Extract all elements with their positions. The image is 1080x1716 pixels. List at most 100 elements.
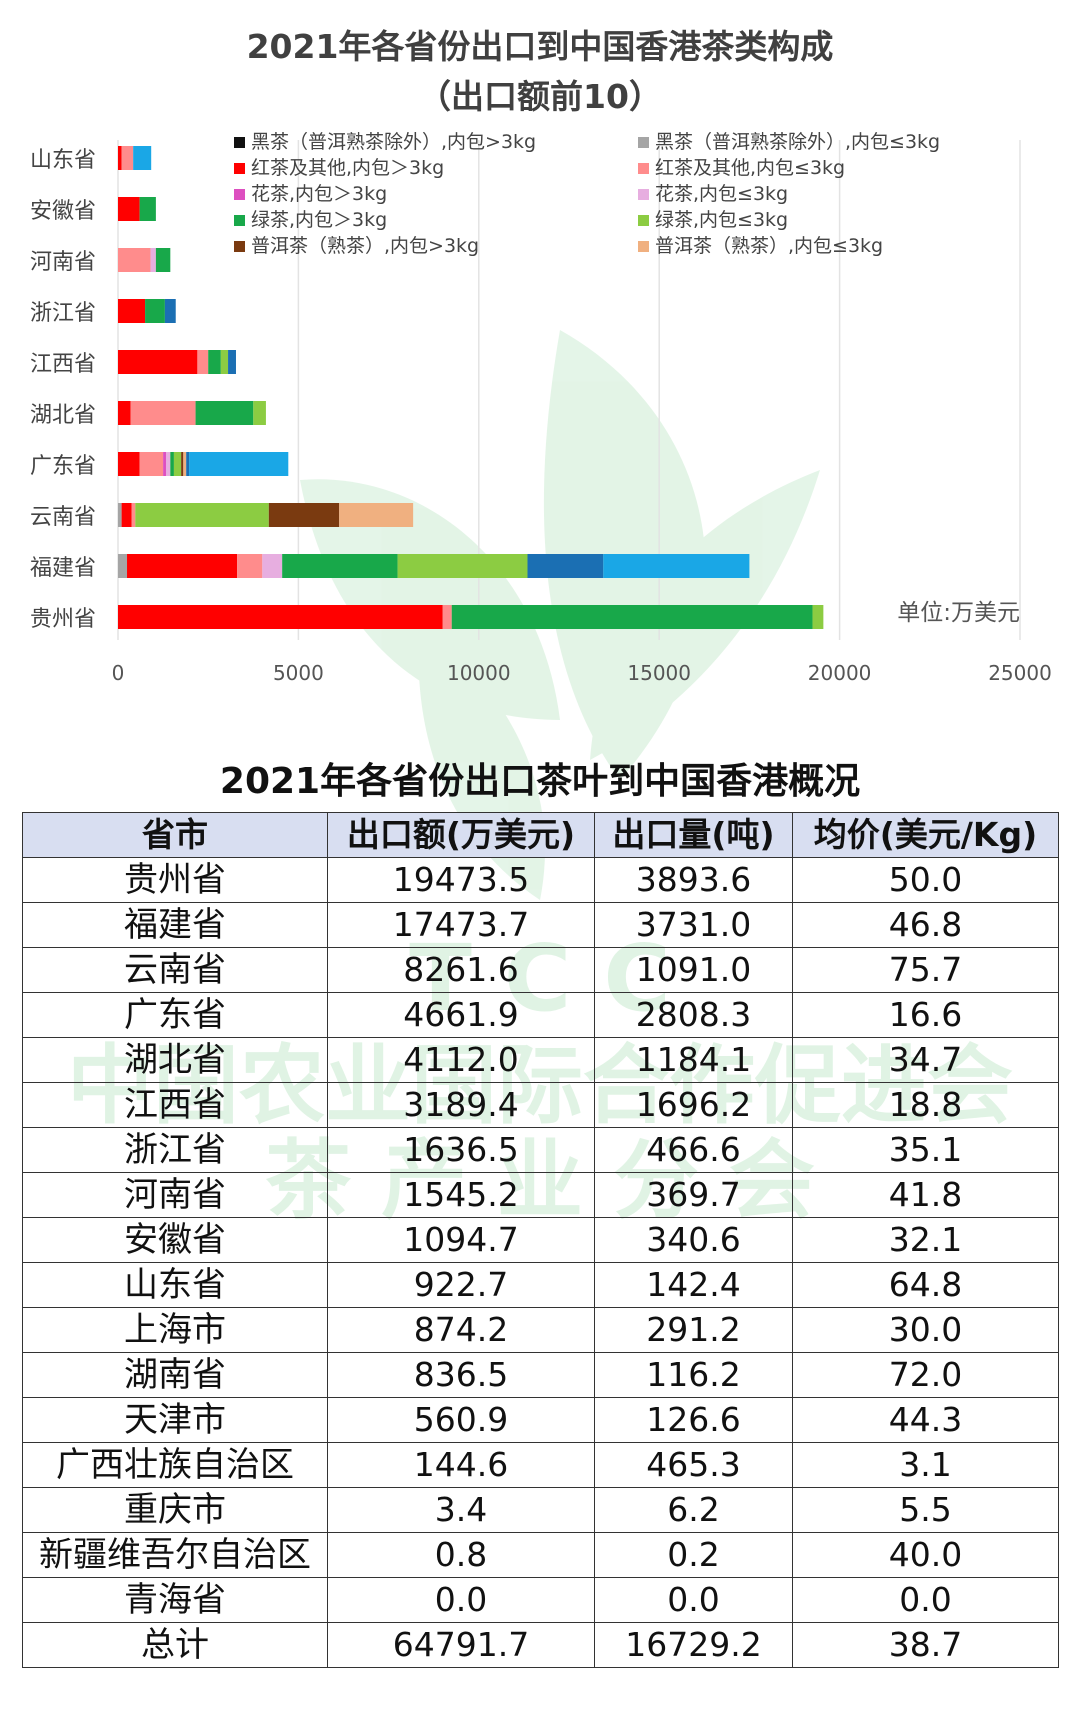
bar-segment xyxy=(195,401,254,425)
legend-label: 黑茶（普洱熟茶除外）,内包>3kg xyxy=(251,131,536,153)
bar-segment xyxy=(118,452,140,476)
x-tick-label: 0 xyxy=(112,661,125,685)
x-tick-label: 5000 xyxy=(273,661,324,685)
cell-province: 广东省 xyxy=(22,992,328,1038)
bar-segment xyxy=(118,299,146,323)
cell-province: 湖北省 xyxy=(22,1037,328,1083)
bar-segment xyxy=(165,452,171,476)
cell-export-value: 836.5 xyxy=(327,1352,595,1398)
table-row: 福建省 17473.7 3731.0 46.8 xyxy=(22,902,1059,948)
bar-segment xyxy=(118,554,128,578)
cell-avg-price: 75.7 xyxy=(792,947,1059,993)
cell-export-value: 0.0 xyxy=(327,1577,595,1623)
cell-export-value: 1636.5 xyxy=(327,1127,595,1173)
bar-segment xyxy=(135,503,269,527)
bar-segment xyxy=(183,452,187,476)
cell-export-volume: 465.3 xyxy=(594,1442,793,1488)
legend-label: 普洱茶（熟茶）,内包≤3kg xyxy=(655,235,883,257)
cell-export-value: 4112.0 xyxy=(327,1037,595,1083)
table-row: 安徽省 1094.7 340.6 32.1 xyxy=(22,1217,1059,1263)
bar-segment xyxy=(118,605,443,629)
cell-province: 湖南省 xyxy=(22,1352,328,1398)
cell-province: 上海市 xyxy=(22,1307,328,1353)
bar-segment xyxy=(220,350,229,374)
table-title: 2021年各省份出口茶叶到中国香港概况 xyxy=(219,761,861,802)
bars xyxy=(118,146,824,629)
cell-avg-price: 3.1 xyxy=(792,1442,1059,1488)
bar-segment xyxy=(164,299,176,323)
cell-export-value: 874.2 xyxy=(327,1307,595,1353)
header-avg-price: 均价(美元/Kg) xyxy=(792,812,1059,858)
bar-segment xyxy=(451,605,813,629)
bar-segment xyxy=(121,146,134,170)
header-export-volume: 出口量(吨) xyxy=(594,812,793,858)
cell-avg-price: 40.0 xyxy=(792,1532,1059,1578)
cell-province: 重庆市 xyxy=(22,1487,328,1533)
bar-segment xyxy=(121,503,132,527)
cell-avg-price: 5.5 xyxy=(792,1487,1059,1533)
table-row: 湖南省 836.5 116.2 72.0 xyxy=(22,1352,1059,1398)
bar-segment xyxy=(130,401,196,425)
bar-segment xyxy=(127,554,238,578)
cell-avg-price: 18.8 xyxy=(792,1082,1059,1128)
table-row: 广东省 4661.9 2808.3 16.6 xyxy=(22,992,1059,1038)
cell-export-volume: 3893.6 xyxy=(594,857,793,903)
cell-province: 云南省 xyxy=(22,947,328,993)
bar-segment xyxy=(118,248,151,272)
category-label: 山东省 xyxy=(30,148,96,173)
table-row: 云南省 8261.6 1091.0 75.7 xyxy=(22,947,1059,993)
cell-export-value: 922.7 xyxy=(327,1262,595,1308)
bar-segment xyxy=(170,452,174,476)
bar-segment xyxy=(131,503,136,527)
cell-export-value: 0.8 xyxy=(327,1532,595,1578)
cell-export-value: 144.6 xyxy=(327,1442,595,1488)
bar-segment xyxy=(262,554,283,578)
bar-segment xyxy=(442,605,452,629)
table-row: 浙江省 1636.5 466.6 35.1 xyxy=(22,1127,1059,1173)
cell-export-volume: 1696.2 xyxy=(594,1082,793,1128)
bar-segment xyxy=(118,197,140,221)
cell-province: 山东省 xyxy=(22,1262,328,1308)
cell-province: 广西壮族自治区 xyxy=(22,1442,328,1488)
category-label: 安徽省 xyxy=(30,199,96,224)
cell-export-volume: 1184.1 xyxy=(594,1037,793,1083)
x-tick-label: 10000 xyxy=(447,661,511,685)
table-row: 天津市 560.9 126.6 44.3 xyxy=(22,1397,1059,1443)
bar-segment xyxy=(139,197,156,221)
bar-segment xyxy=(118,503,122,527)
legend-label: 绿茶,内包＞3kg xyxy=(251,209,387,231)
bar-segment xyxy=(237,554,263,578)
category-label: 云南省 xyxy=(30,505,96,530)
x-tick-label: 25000 xyxy=(988,661,1052,685)
cell-export-value: 8261.6 xyxy=(327,947,595,993)
legend-swatch xyxy=(638,241,649,252)
x-tick-label: 15000 xyxy=(627,661,691,685)
legend-swatch xyxy=(638,137,649,148)
table-row: 湖北省 4112.0 1184.1 34.7 xyxy=(22,1037,1059,1083)
legend-label: 红茶及其他,内包＞3kg xyxy=(251,157,444,179)
cell-province: 青海省 xyxy=(22,1577,328,1623)
category-label: 福建省 xyxy=(30,556,96,581)
table-row: 青海省 0.0 0.0 0.0 xyxy=(22,1577,1059,1623)
cell-export-value: 3189.4 xyxy=(327,1082,595,1128)
cell-export-value: 17473.7 xyxy=(327,902,595,948)
cell-avg-price: 41.8 xyxy=(792,1172,1059,1218)
cell-avg-price: 35.1 xyxy=(792,1127,1059,1173)
bar-segment xyxy=(339,503,414,527)
cell-export-value: 3.4 xyxy=(327,1487,595,1533)
table-row: 新疆维吾尔自治区 0.8 0.2 40.0 xyxy=(22,1532,1059,1578)
cell-avg-price: 16.6 xyxy=(792,992,1059,1038)
cell-avg-price: 64.8 xyxy=(792,1262,1059,1308)
unit-label: 单位:万美元 xyxy=(897,600,1020,626)
legend-swatch xyxy=(638,215,649,226)
cell-avg-price: 50.0 xyxy=(792,857,1059,903)
cell-avg-price: 0.0 xyxy=(792,1577,1059,1623)
cell-export-value: 1545.2 xyxy=(327,1172,595,1218)
cell-export-volume: 291.2 xyxy=(594,1307,793,1353)
summary-table-wrapper: 省市 出口额(万美元) 出口量(吨) 均价(美元/Kg) 贵州省 19473.5 3… xyxy=(22,812,1059,1668)
bar-segment xyxy=(282,554,398,578)
cell-avg-price: 34.7 xyxy=(792,1037,1059,1083)
header-export-value: 出口额(万美元) xyxy=(327,812,595,858)
